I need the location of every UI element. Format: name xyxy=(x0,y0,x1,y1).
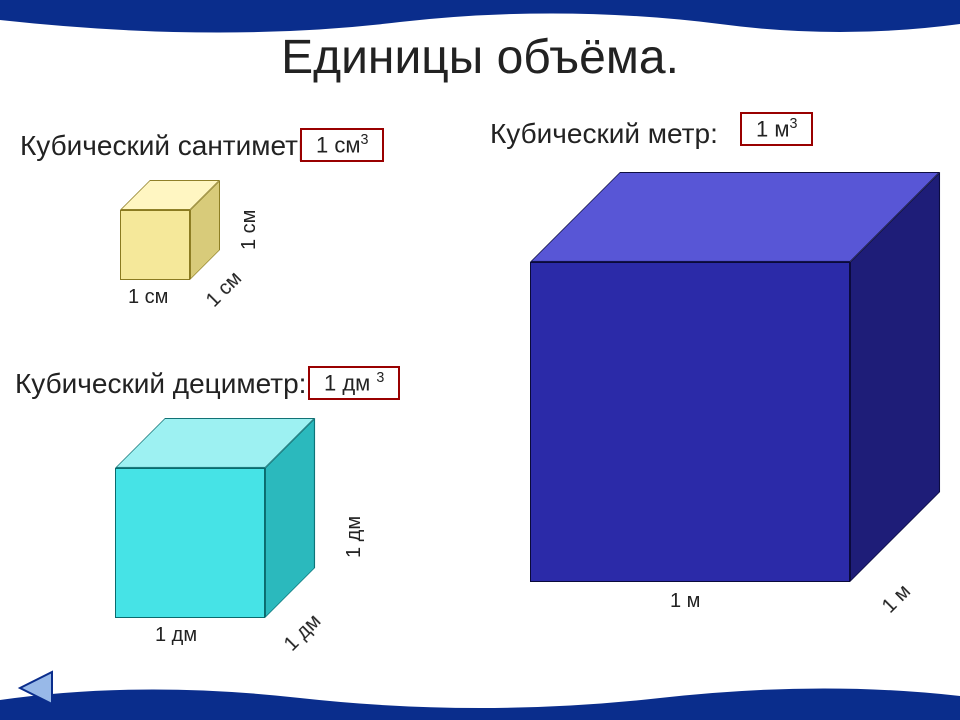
nav-back-icon[interactable] xyxy=(16,670,56,706)
border-bottom xyxy=(0,670,960,720)
slide-frame: Единицы объёма. Кубический сантиметр: 1 … xyxy=(0,0,960,720)
dim-cm-height: 1 см xyxy=(238,210,261,250)
label-cm: Кубический сантиметр: xyxy=(20,130,321,162)
unit-box-m: 1 м3 xyxy=(740,112,813,146)
dim-cm-front: 1 см xyxy=(128,286,168,309)
unit-box-dm-text: 1 дм xyxy=(324,370,376,395)
unit-box-cm-text: 1 см xyxy=(316,132,360,157)
dim-dm-front: 1 дм xyxy=(155,624,197,647)
unit-box-cm: 1 см3 xyxy=(300,128,384,162)
label-dm: Кубический дециметр: xyxy=(15,368,306,400)
unit-box-m-exp: 3 xyxy=(789,116,797,132)
dim-m-depth: 1 м xyxy=(878,580,916,618)
label-m: Кубический метр: xyxy=(490,118,718,150)
cube-dm-front xyxy=(115,468,265,618)
dim-dm-depth: 1 дм xyxy=(280,610,326,656)
dim-cm-depth: 1 см xyxy=(202,267,247,312)
unit-box-m-text: 1 м xyxy=(756,116,789,141)
cube-cm-front xyxy=(120,210,190,280)
page-title: Единицы объёма. xyxy=(0,30,960,85)
unit-box-dm-exp: 3 xyxy=(376,370,384,386)
unit-box-dm: 1 дм 3 xyxy=(308,366,400,400)
dim-dm-height: 1 дм xyxy=(343,516,366,558)
cube-m-front xyxy=(530,262,850,582)
dim-m-front: 1 м xyxy=(670,590,700,613)
unit-box-cm-exp: 3 xyxy=(360,132,368,148)
